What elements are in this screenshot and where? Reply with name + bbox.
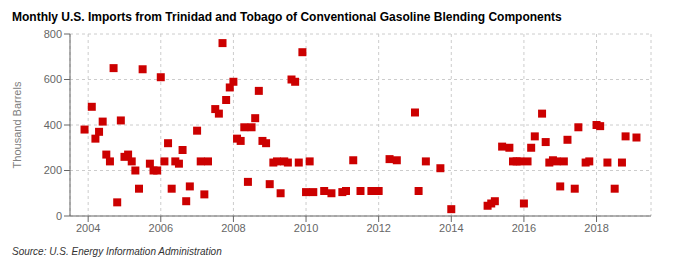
svg-text:2018: 2018 xyxy=(584,222,608,234)
svg-text:2012: 2012 xyxy=(366,222,390,234)
svg-text:600: 600 xyxy=(44,73,62,85)
svg-text:400: 400 xyxy=(44,119,62,131)
html-text:Source: U.S. Energy Informatio: Source: U.S. Energy Information Administ… xyxy=(12,246,222,257)
svg-text:2016: 2016 xyxy=(512,222,536,234)
svg-text:2014: 2014 xyxy=(439,222,463,234)
svg-text:2004: 2004 xyxy=(76,222,100,234)
svg-text:Thousand Barrels: Thousand Barrels xyxy=(11,81,23,168)
html-text:Monthly U.S. Imports from Trin: Monthly U.S. Imports from Trinidad and T… xyxy=(12,10,562,24)
svg-text:800: 800 xyxy=(44,28,62,40)
svg-text:2010: 2010 xyxy=(294,222,318,234)
svg-text:2008: 2008 xyxy=(221,222,245,234)
svg-text:200: 200 xyxy=(44,164,62,176)
svg-text:2006: 2006 xyxy=(149,222,173,234)
svg-text:0: 0 xyxy=(56,210,62,222)
